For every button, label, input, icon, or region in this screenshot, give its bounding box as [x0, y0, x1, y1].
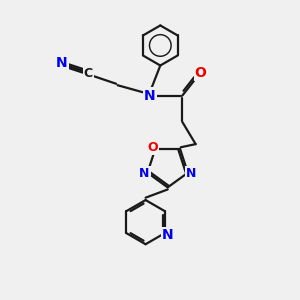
- Text: N: N: [56, 56, 68, 70]
- Text: C: C: [84, 67, 93, 80]
- Text: N: N: [162, 228, 173, 242]
- Text: O: O: [195, 66, 207, 80]
- Text: N: N: [144, 88, 156, 103]
- Text: O: O: [147, 141, 158, 154]
- Text: N: N: [140, 167, 150, 180]
- Text: N: N: [186, 167, 196, 180]
